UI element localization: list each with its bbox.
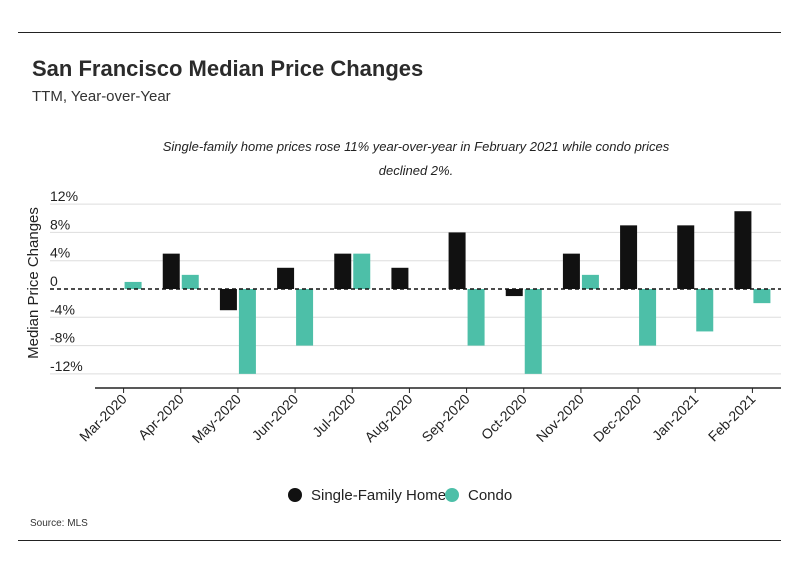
y-tick-label: -8%	[50, 330, 75, 346]
x-tick-label: Jul-2020	[309, 391, 358, 440]
x-tick-label: Sep-2020	[418, 391, 472, 445]
bar-single-family	[734, 211, 752, 289]
top-rule	[18, 32, 781, 33]
legend-label-single-family: Single-Family Home	[311, 487, 446, 504]
annotation: Single-family home prices rose 11% year-…	[163, 139, 670, 178]
bar-condo	[524, 289, 542, 374]
axis-layer	[50, 288, 781, 393]
bar-condo	[581, 274, 599, 289]
bar-condo	[296, 289, 314, 346]
chart-subtitle: TTM, Year-over-Year	[32, 88, 171, 105]
bar-single-family	[391, 267, 409, 289]
x-tick-label: Oct-2020	[478, 391, 530, 443]
x-tick-label: Mar-2020	[76, 391, 130, 445]
bar-single-family	[448, 232, 466, 289]
y-axis-label: Median Price Changes	[25, 207, 42, 359]
y-tick-label: 0	[50, 273, 58, 289]
bar-condo	[639, 289, 657, 346]
grid-layer	[50, 203, 781, 375]
chart-title: San Francisco Median Price Changes	[32, 56, 424, 81]
bar-single-family	[562, 253, 580, 289]
x-tick-label: Jun-2020	[249, 391, 302, 444]
bar-condo	[238, 289, 256, 374]
bar-condo	[181, 274, 199, 289]
x-tick-label: Jan-2021	[649, 391, 702, 444]
bar-condo	[753, 289, 771, 304]
annotation-line-1: Single-family home prices rose 11% year-…	[163, 139, 670, 154]
bar-single-family	[505, 289, 523, 297]
y-tick-label: -12%	[50, 358, 83, 374]
x-tick-label: May-2020	[189, 391, 244, 446]
bar-condo	[467, 289, 485, 346]
bar-single-family	[162, 253, 180, 289]
y-tick-label: 4%	[50, 245, 70, 261]
legend-marker-single-family	[288, 488, 302, 502]
y-tick-label: 12%	[50, 188, 78, 204]
annotation-line-2: declined 2%.	[379, 163, 453, 178]
x-tick-label: Aug-2020	[361, 391, 415, 445]
bar-single-family	[277, 267, 295, 289]
bar-single-family	[677, 225, 695, 289]
bottom-rule	[18, 540, 781, 541]
bars-layer	[124, 211, 771, 374]
bar-condo	[124, 281, 142, 289]
bar-condo	[353, 253, 371, 289]
y-tick-label: -4%	[50, 301, 75, 317]
bar-condo	[696, 289, 714, 332]
y-tick-label: 8%	[50, 216, 70, 232]
legend-label-condo: Condo	[468, 487, 512, 504]
x-tick-label: Dec-2020	[590, 391, 644, 445]
x-tick-label: Feb-2021	[705, 391, 759, 445]
legend-marker-condo	[445, 488, 459, 502]
bar-single-family	[219, 289, 237, 311]
x-tick-label: Nov-2020	[533, 391, 587, 445]
x-tick-label: Apr-2020	[135, 391, 187, 443]
bar-single-family	[334, 253, 352, 289]
legend: Single-Family Home Condo	[288, 487, 512, 504]
bar-single-family	[620, 225, 638, 289]
source-note: Source: MLS	[30, 518, 88, 529]
